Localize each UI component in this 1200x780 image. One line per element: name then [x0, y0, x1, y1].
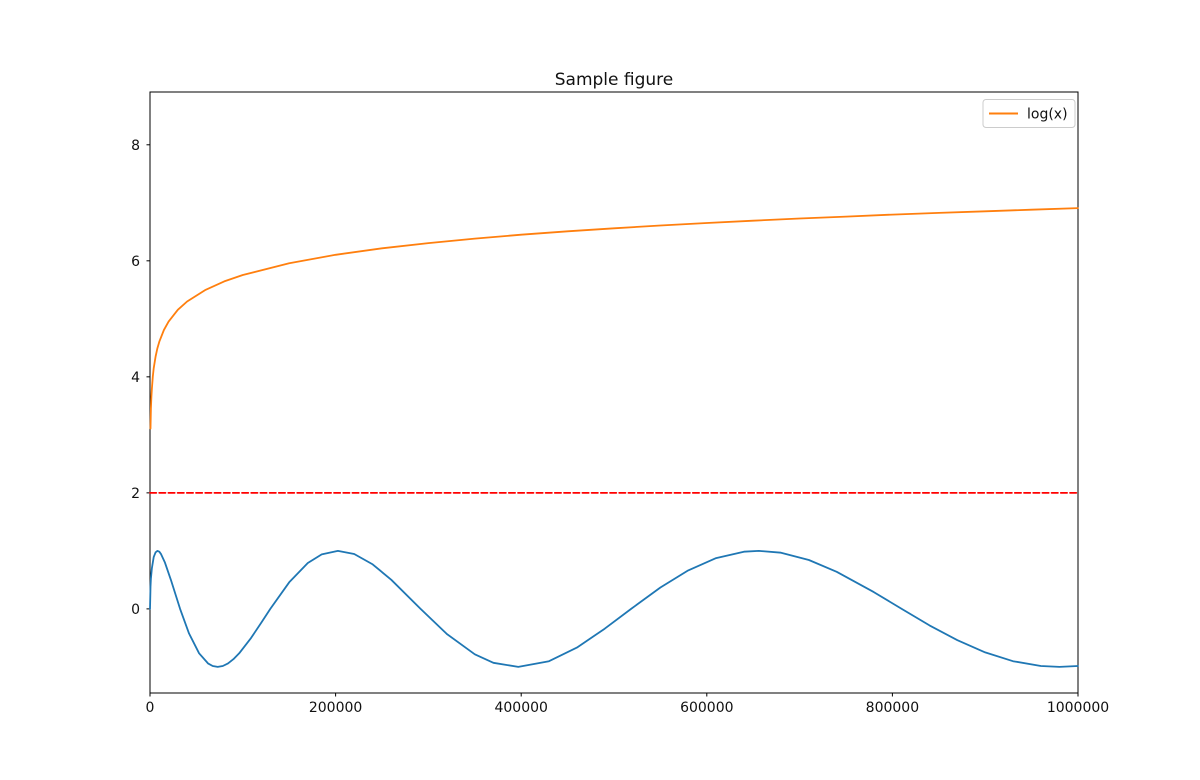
plot-series	[149, 207, 1079, 668]
chart-title: Sample figure	[555, 70, 674, 90]
x-tick-label: 400000	[494, 700, 547, 716]
x-tick-label: 800000	[866, 700, 919, 716]
y-axis: 0 2 4 6 8	[131, 138, 150, 618]
y-tick-label: 4	[131, 370, 140, 386]
legend: log(x)	[982, 99, 1076, 128]
legend-label: log(x)	[1027, 107, 1068, 123]
x-tick-label: 200000	[309, 700, 362, 716]
x-tick-label: 0	[146, 700, 155, 716]
x-tick-label: 1000000	[1047, 700, 1109, 716]
x-tick-label: 600000	[680, 700, 733, 716]
plot-area	[149, 91, 1079, 694]
y-tick-label: 6	[131, 254, 140, 270]
series-sine	[149, 550, 1079, 668]
x-axis: 0 200000 400000 600000 800000 1000000	[146, 693, 1109, 716]
y-tick-label: 0	[131, 602, 140, 618]
y-tick-label: 2	[131, 486, 140, 502]
legend-box	[982, 99, 1076, 128]
y-tick-label: 8	[131, 138, 140, 154]
series-log	[149, 207, 1079, 430]
